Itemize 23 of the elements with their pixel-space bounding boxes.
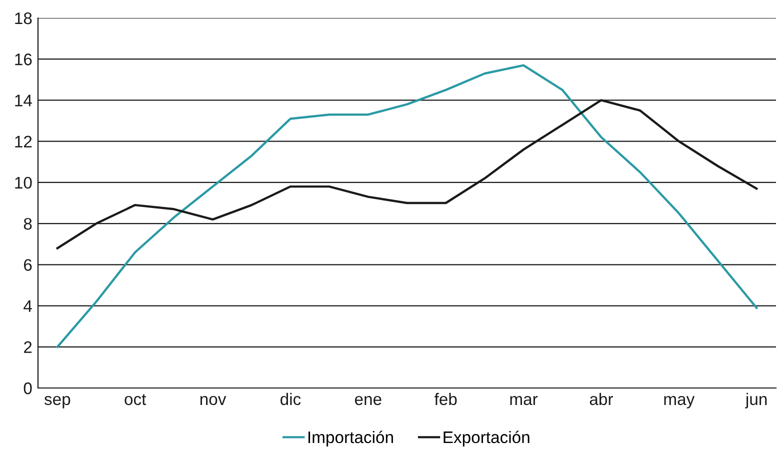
line-series [56, 64, 758, 348]
x-tick-label: oct [124, 394, 146, 406]
x-tick-label: jun [745, 392, 767, 408]
y-tick-label: 18 [15, 12, 32, 24]
y-tick-label: 6 [24, 259, 32, 271]
y-tick-label: 0 [24, 382, 32, 394]
y-tick-label: 4 [24, 300, 32, 312]
legend-label: Importación [308, 430, 393, 446]
x-tick-label: may [664, 396, 695, 408]
y-tick-label: 14 [15, 94, 32, 106]
y-tick-label: 2 [24, 341, 32, 353]
x-tick-label: mar [510, 396, 538, 406]
x-tick-label: dic [280, 392, 301, 406]
y-tick-label: 16 [15, 54, 32, 66]
y-tick-label: 8 [24, 218, 32, 230]
x-tick-label: feb [434, 392, 457, 406]
y-tick-label: 10 [15, 176, 32, 189]
x-tick-label: abr [590, 392, 613, 406]
legend-label: Exportación [444, 430, 530, 446]
x-tick-label: sep [44, 396, 70, 408]
x-tick-label: ene [354, 396, 382, 406]
y-tick-label: 12 [15, 136, 32, 148]
x-tick-label: nov [200, 396, 226, 406]
